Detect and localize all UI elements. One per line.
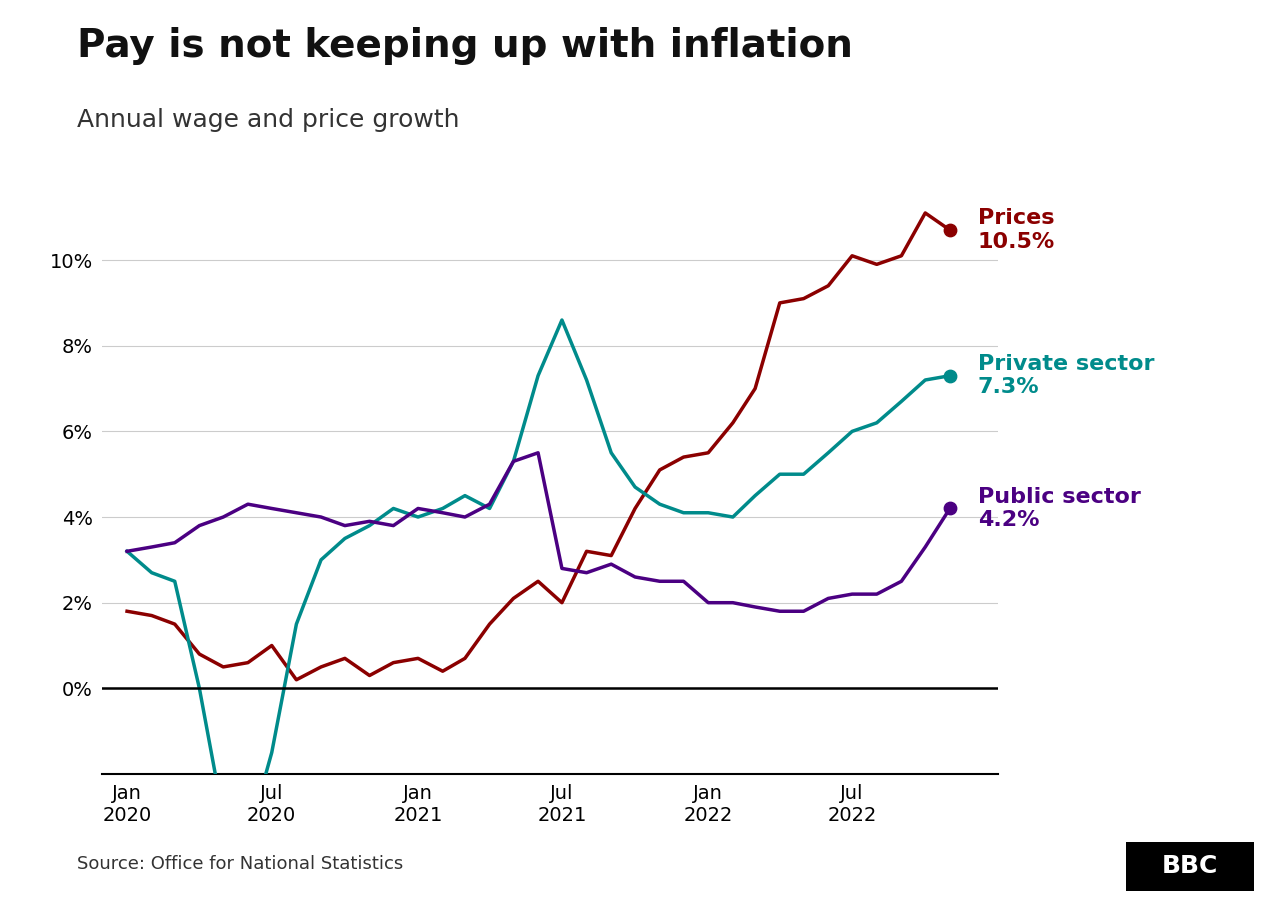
Text: Source: Office for National Statistics: Source: Office for National Statistics bbox=[77, 855, 403, 873]
Text: BBC: BBC bbox=[1162, 854, 1219, 878]
Text: Annual wage and price growth: Annual wage and price growth bbox=[77, 108, 460, 132]
Point bbox=[940, 223, 960, 238]
Text: Prices
10.5%: Prices 10.5% bbox=[978, 209, 1055, 252]
Point bbox=[940, 368, 960, 382]
Text: Pay is not keeping up with inflation: Pay is not keeping up with inflation bbox=[77, 27, 852, 65]
Text: Public sector
4.2%: Public sector 4.2% bbox=[978, 487, 1140, 530]
Text: Private sector
7.3%: Private sector 7.3% bbox=[978, 354, 1155, 397]
Point bbox=[940, 501, 960, 516]
